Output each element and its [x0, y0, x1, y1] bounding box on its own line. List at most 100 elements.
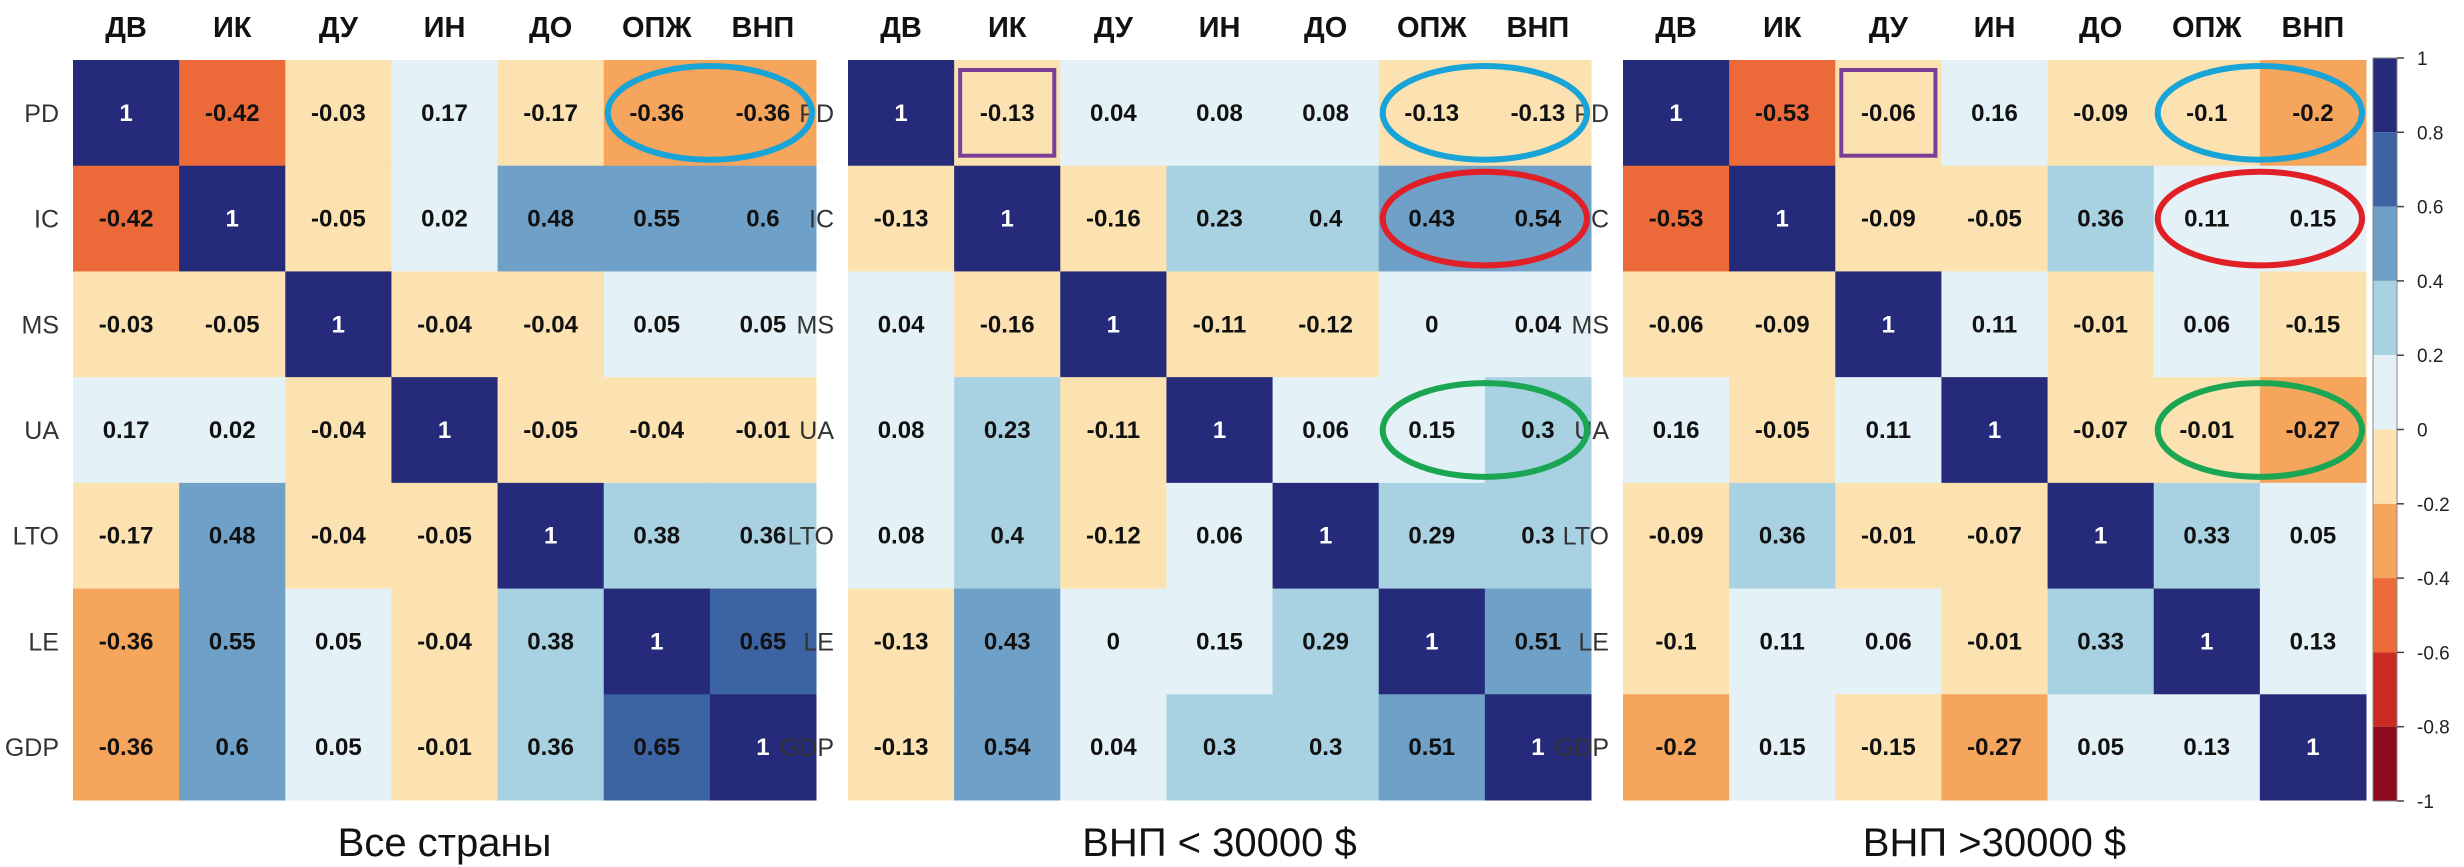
cell-value-label: 0.06	[1302, 417, 1349, 444]
cell-value-label: -0.05	[523, 417, 578, 444]
cell-value-label: -0.01	[417, 734, 472, 761]
colorbar-bin	[2373, 132, 2397, 207]
heatmap-cell	[1623, 60, 1730, 167]
heatmap-cell	[2047, 588, 2155, 695]
cell-value-label: -0.36	[99, 734, 154, 761]
heatmap-cell	[497, 60, 605, 167]
cell-value-label: 0.38	[527, 628, 574, 655]
column-label: ВНП	[2282, 12, 2345, 44]
column-label: ОПЖ	[2172, 12, 2242, 44]
heatmap-cell	[848, 60, 955, 167]
heatmap-cell	[954, 482, 1061, 590]
cell-value-label: -0.13	[874, 628, 929, 655]
cell-value-label: 0.15	[2290, 206, 2337, 233]
heatmap-cell	[1166, 588, 1274, 695]
cell-value-label: -0.17	[523, 100, 578, 127]
cell-value-label: 0.29	[1302, 628, 1349, 655]
colorbar-tick-label: 0	[2417, 421, 2428, 442]
cell-value-label: 0.36	[527, 734, 574, 761]
heatmap-cell	[954, 377, 1061, 484]
heatmap-cell	[73, 377, 180, 484]
highlight-ellipse	[2154, 63, 2366, 163]
heatmap-cell	[1060, 60, 1167, 167]
cell-value-label: -0.13	[1511, 100, 1566, 127]
cell-value-label: 0.3	[1309, 734, 1342, 761]
cell-value-label: 0.43	[984, 628, 1031, 655]
colorbar-tick-label: -0.8	[2417, 718, 2450, 739]
cell-value-label: -0.11	[1087, 417, 1140, 444]
heatmap-cell	[1623, 482, 1730, 590]
column-label: ВНП	[732, 12, 795, 44]
heatmap-cell	[1941, 377, 2049, 484]
heatmap-cell	[2153, 694, 2261, 801]
row-label: LE	[28, 628, 59, 656]
cell-value-label: 1	[1882, 311, 1895, 338]
row-label: IC	[809, 206, 834, 234]
cell-value-label: -0.42	[205, 100, 260, 127]
heatmap-cell	[179, 60, 286, 167]
heatmap-cell	[954, 588, 1061, 695]
cell-value-label: 1	[544, 523, 557, 550]
cell-value-label: -0.2	[2292, 100, 2333, 127]
heatmap-cell	[1941, 588, 2049, 695]
cell-value-label: 1	[2306, 734, 2319, 761]
cell-value-label: 1	[756, 734, 769, 761]
colorbar-bin	[2373, 429, 2397, 504]
cell-value-label: 0.05	[315, 734, 362, 761]
heatmap-cell	[1378, 694, 1486, 801]
cell-value-label: -0.09	[1861, 206, 1916, 233]
cell-value-label: 0.08	[878, 417, 925, 444]
column-label: ДУ	[1094, 12, 1134, 44]
heatmap-cell	[1941, 694, 2049, 801]
heatmap-cell	[1060, 482, 1167, 590]
heatmap-cell	[1272, 482, 1380, 590]
colorbar-tick-label: 0.2	[2417, 346, 2443, 367]
heatmap-cell	[709, 377, 817, 484]
cell-value-label: -0.1	[2186, 100, 2227, 127]
heatmap-cell	[2153, 482, 2261, 590]
cell-value-label: 0.04	[1090, 734, 1137, 761]
cell-value-label: 0.54	[984, 734, 1031, 761]
row-label: PD	[1574, 100, 1609, 128]
cell-value-label: 0.05	[2290, 523, 2337, 550]
heatmap-cell	[2047, 165, 2155, 272]
row-label: GDP	[780, 734, 834, 762]
heatmap-cell	[2047, 482, 2155, 590]
row-label: IC	[34, 206, 59, 234]
highlight-box	[1839, 68, 1938, 158]
cell-value-label: 0.23	[984, 417, 1031, 444]
heatmap-cell	[391, 271, 499, 378]
row-label: PD	[799, 100, 834, 128]
heatmap-cell	[1166, 165, 1274, 272]
heatmap-cell	[2153, 271, 2261, 378]
heatmap-cell	[709, 60, 817, 167]
cell-value-label: -0.53	[1755, 100, 1810, 127]
heatmap-cell	[1378, 60, 1486, 167]
cell-value-label: -0.36	[736, 100, 791, 127]
heatmap-cell	[1484, 271, 1592, 378]
colorbar-bin	[2373, 355, 2397, 430]
cell-value-label: 0.04	[1515, 311, 1562, 338]
heatmap-cell	[1378, 165, 1486, 272]
heatmap-cell	[179, 694, 286, 801]
heatmap-cell	[709, 165, 817, 272]
column-label: ИН	[1199, 12, 1241, 44]
heatmap-cell	[391, 588, 499, 695]
cell-value-label: 0.36	[740, 523, 787, 550]
heatmap-cell	[285, 482, 392, 590]
heatmap-cell	[603, 165, 711, 272]
heatmap-cell	[603, 60, 711, 167]
heatmap-cell	[1378, 588, 1486, 695]
heatmap-cell	[285, 588, 392, 695]
cell-value-label: 0.6	[746, 206, 779, 233]
heatmap-cell	[73, 588, 180, 695]
heatmap-cell	[1272, 377, 1380, 484]
cell-value-label: 1	[1531, 734, 1544, 761]
cell-value-label: 0.33	[2183, 523, 2230, 550]
cell-value-label: 0.55	[209, 628, 256, 655]
heatmap-cell	[2047, 377, 2155, 484]
heatmap-cell	[2259, 694, 2367, 801]
highlight-ellipse	[1379, 380, 1591, 480]
heatmap-cell	[1941, 482, 2049, 590]
